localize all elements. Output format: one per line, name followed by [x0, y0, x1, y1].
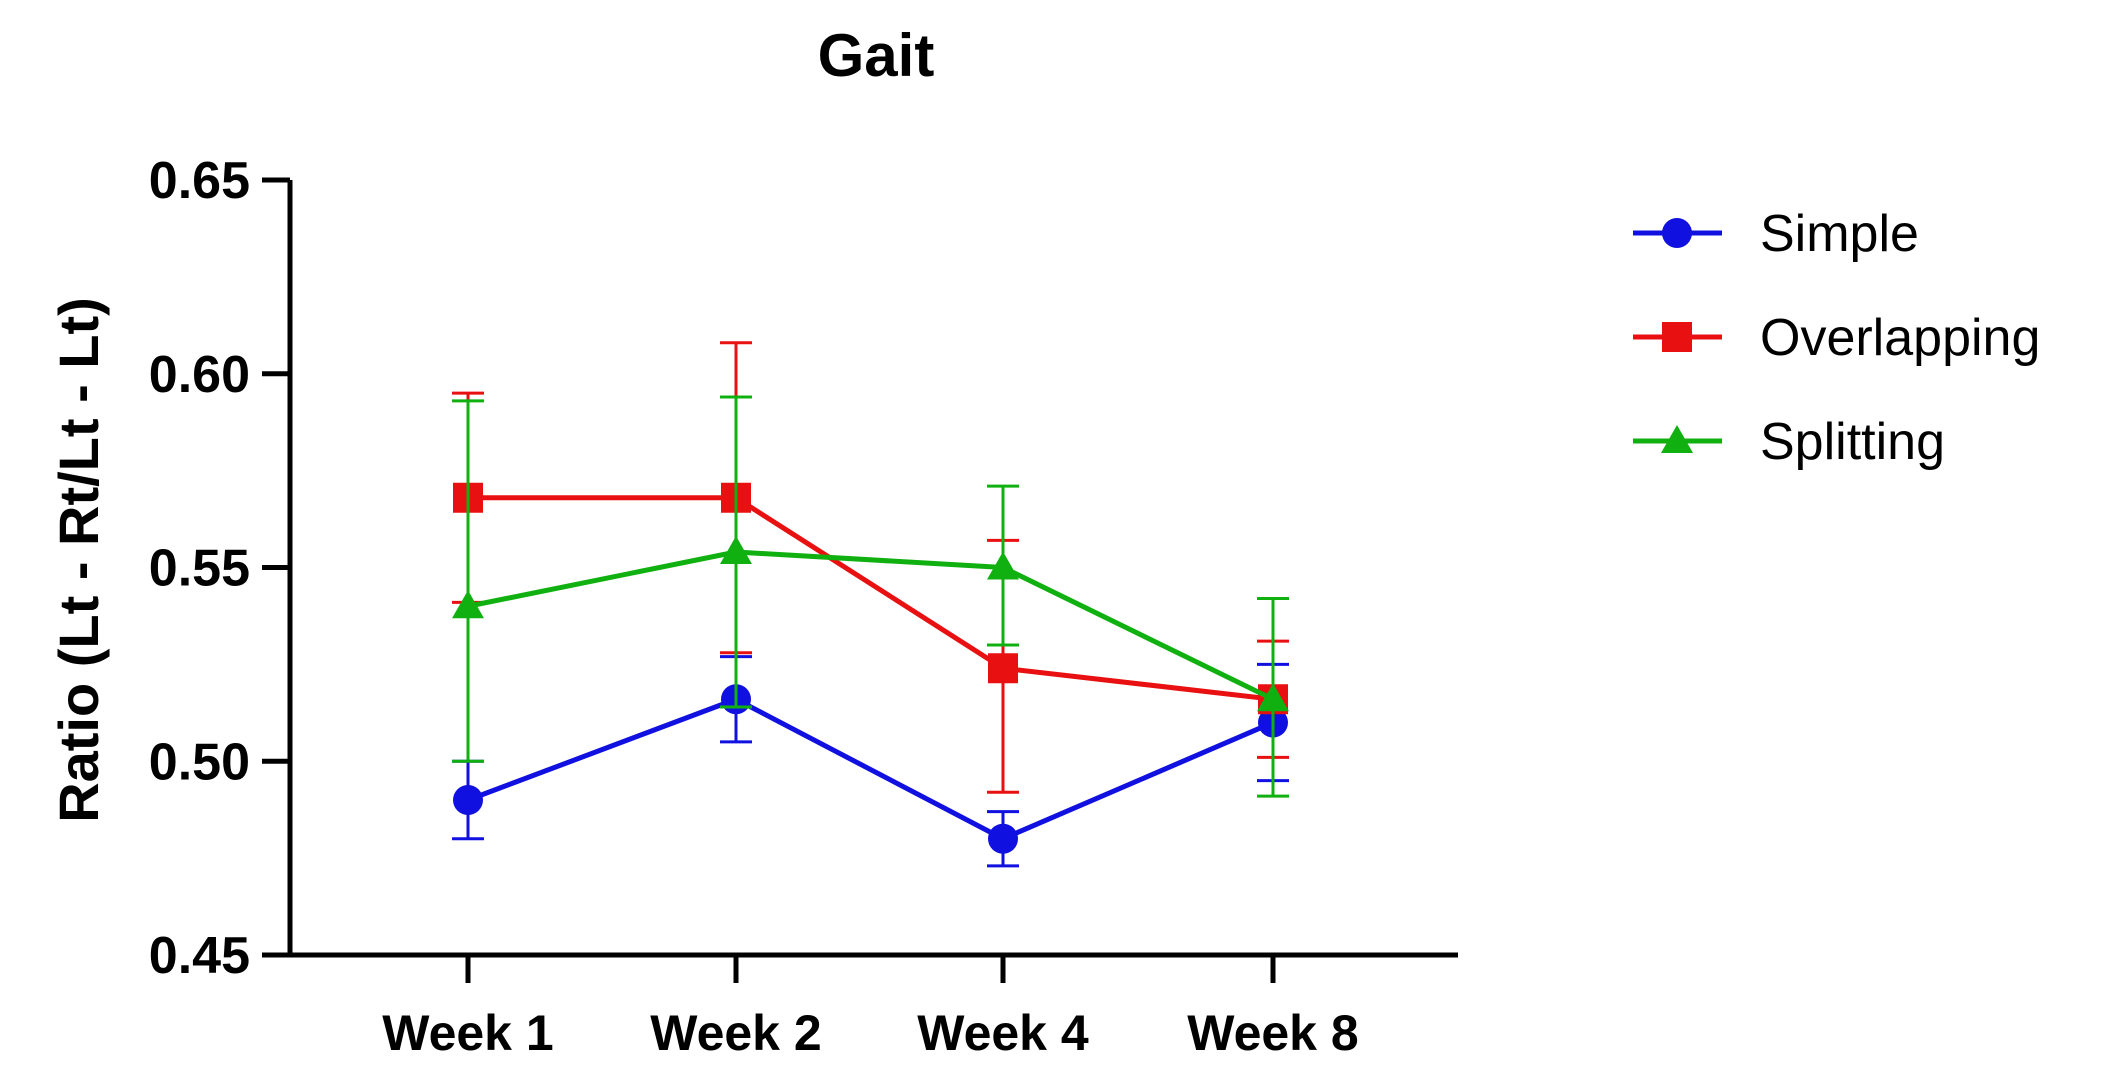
data-point-splitting — [452, 590, 484, 619]
axes: 0.45 0.50 0.55 0.60 0.65 Week 1 Week 2 Week 4 We… — [149, 152, 1458, 1061]
legend-marker-simple — [1662, 218, 1692, 248]
legend-marker-overlapping — [1662, 322, 1692, 352]
data-point-overlapping — [988, 653, 1018, 684]
y-tick-label: 0.65 — [149, 152, 250, 210]
series-line-overlapping — [468, 495, 1274, 702]
data-point-simple — [453, 785, 483, 815]
legend-label-simple: Simple — [1760, 205, 1919, 263]
data-point-simple — [988, 823, 1018, 854]
legend-label-overlapping: Overlapping — [1760, 309, 2040, 367]
y-axis-label: Ratio (Lt - Rt/Lt - Lt) — [47, 297, 110, 823]
y-tick-label: 0.55 — [149, 540, 250, 598]
x-tick-label: Week 8 — [1187, 1005, 1358, 1061]
y-tick-label: 0.50 — [149, 733, 250, 791]
legend-label-splitting: Splitting — [1760, 413, 1945, 471]
series-overlapping — [452, 341, 1289, 794]
series-line-splitting — [467, 549, 1275, 702]
data-point-splitting — [1257, 683, 1289, 712]
chart-title: Gait — [818, 22, 935, 89]
legend-marker-splitting — [1661, 425, 1693, 453]
y-tick-label: 0.60 — [149, 346, 250, 404]
legend: Simple Overlapping Splitting — [1633, 205, 2040, 471]
x-tick-label: Week 2 — [650, 1005, 821, 1061]
series-splitting — [452, 395, 1289, 798]
series-layer — [452, 341, 1289, 868]
data-point-splitting — [720, 536, 752, 564]
series-line-simple — [467, 696, 1274, 842]
data-point-splitting — [987, 551, 1019, 580]
x-tick-label: Week 1 — [382, 1005, 553, 1061]
y-tick-label: 0.45 — [149, 927, 250, 985]
x-tick-label: Week 4 — [917, 1005, 1089, 1061]
